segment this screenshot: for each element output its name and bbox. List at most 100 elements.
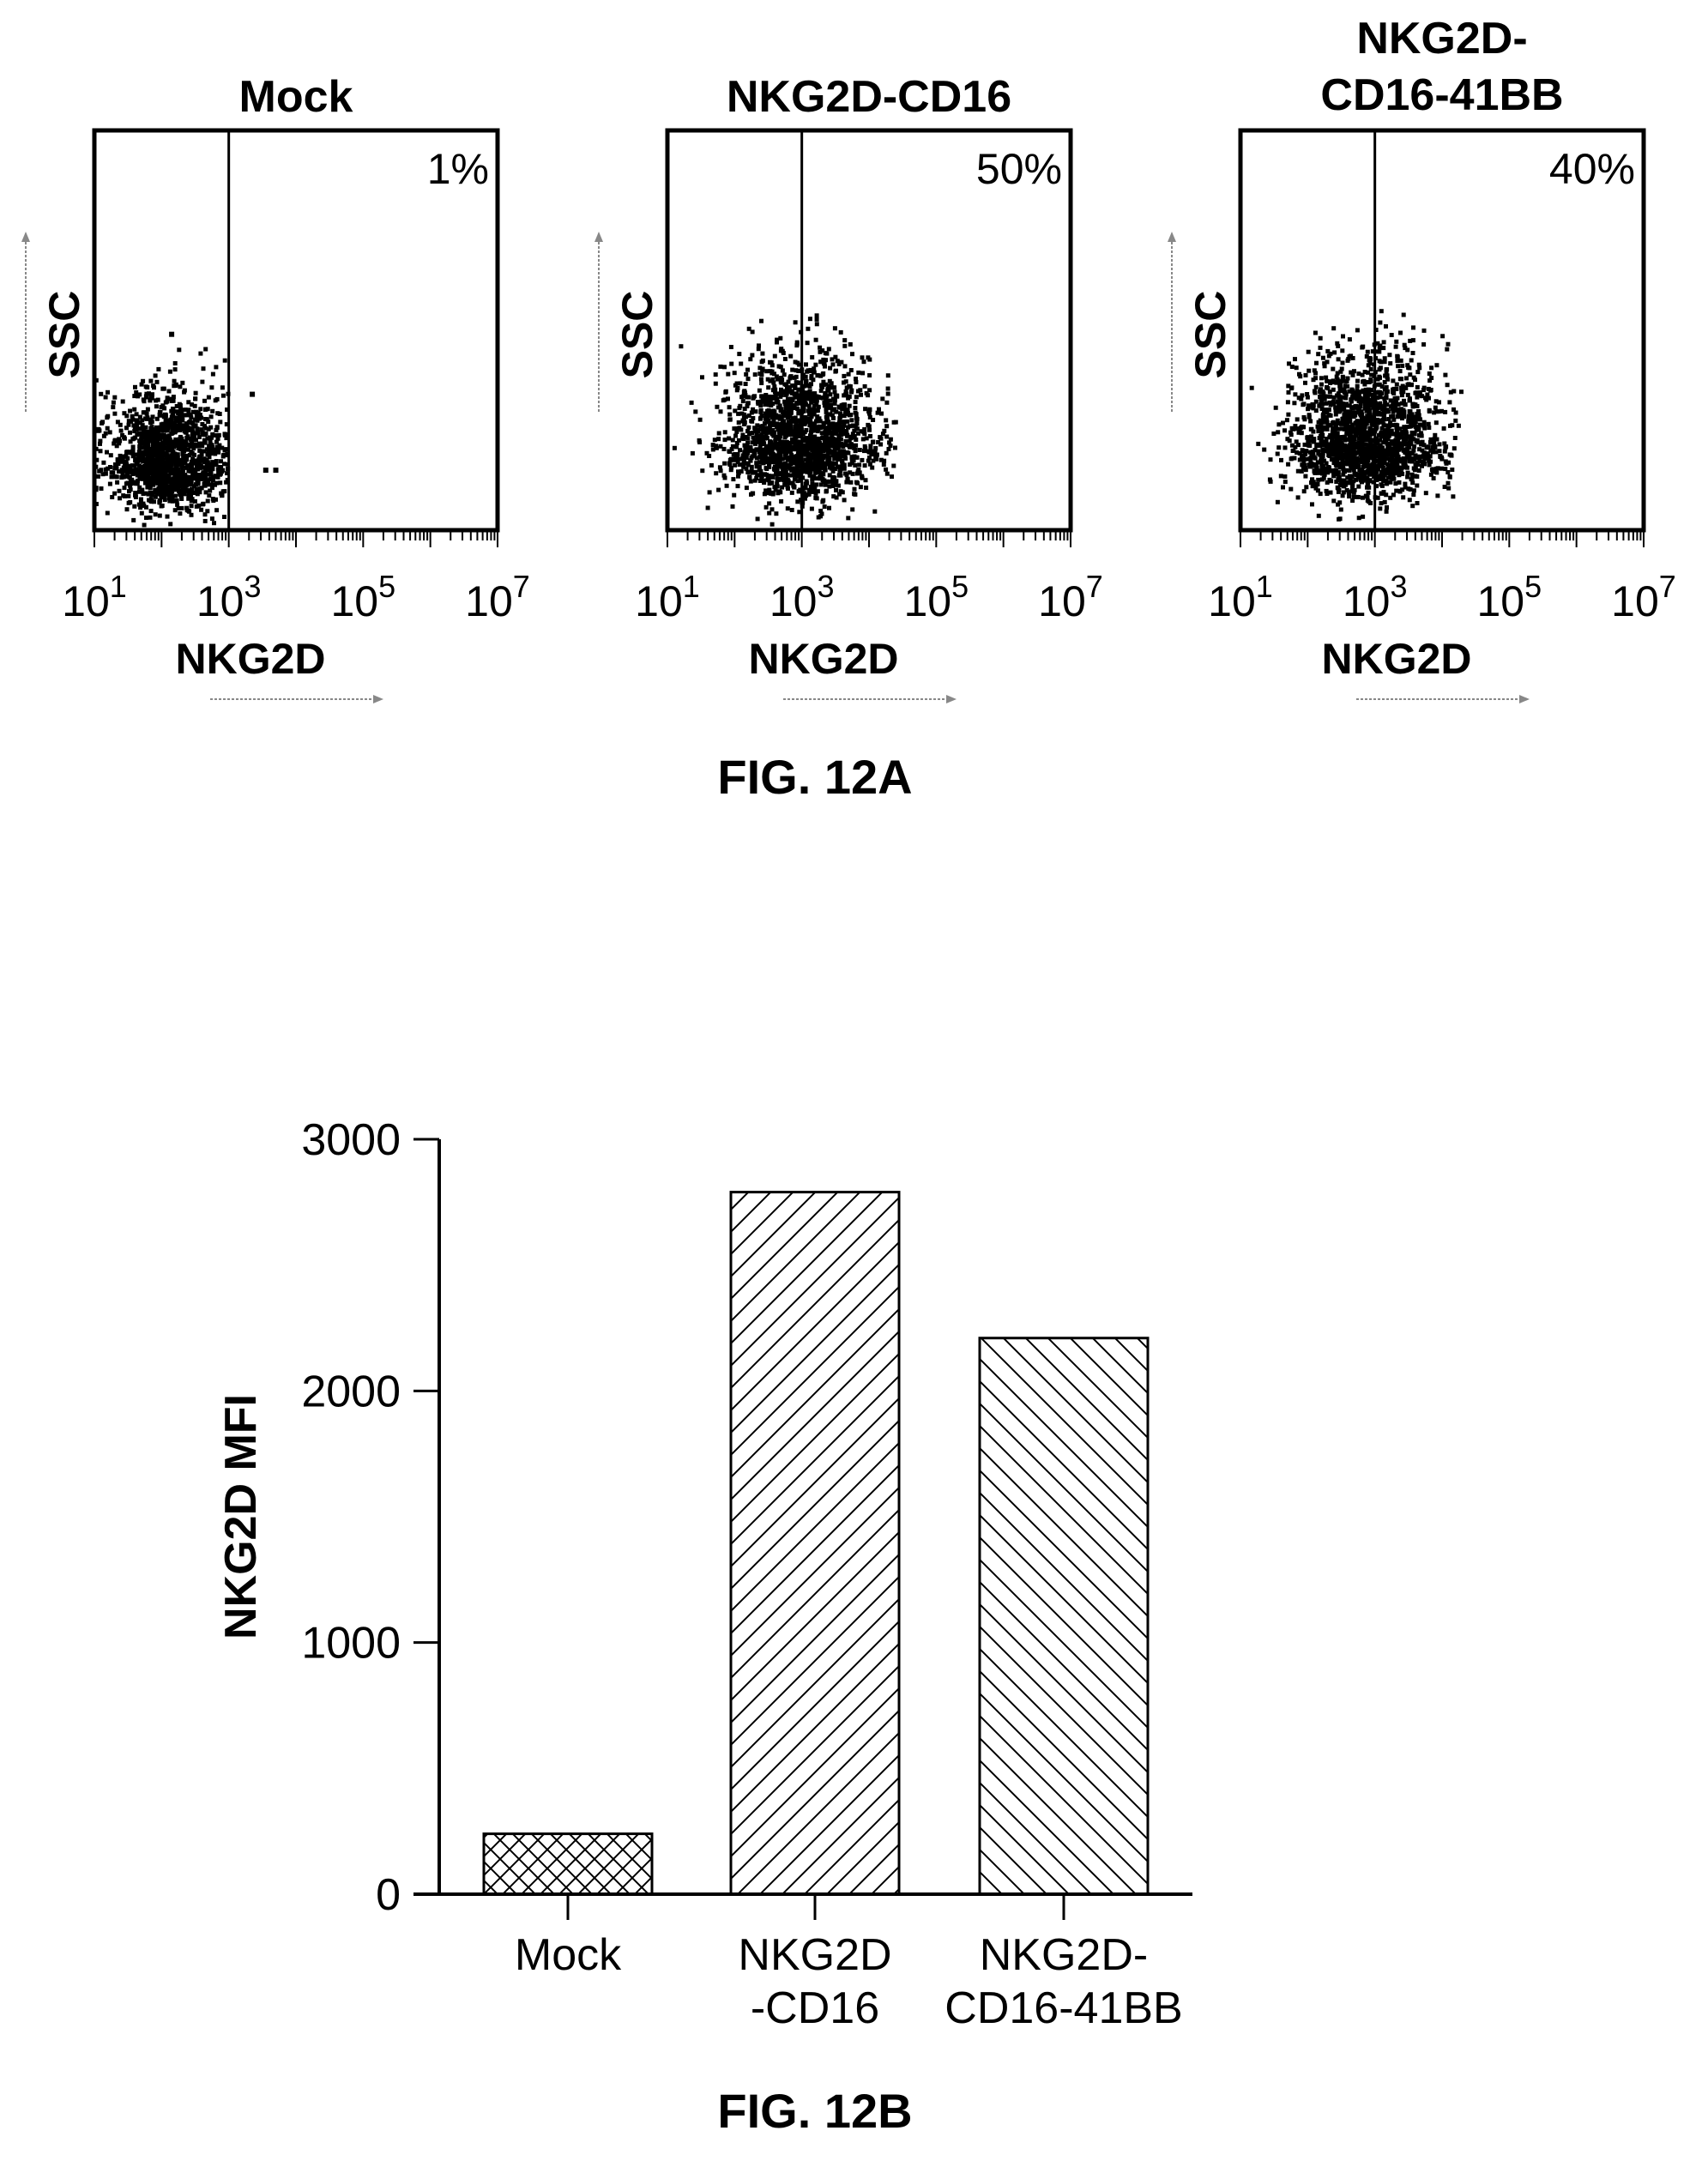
event-dot (873, 456, 878, 462)
event-dot (806, 445, 812, 450)
event-dot (189, 420, 194, 426)
event-dot (153, 494, 158, 499)
y-axis-label: SSC (613, 291, 661, 379)
event-dot (774, 400, 779, 405)
event-dot (818, 514, 823, 519)
event-dot (855, 469, 860, 474)
event-dot (1443, 409, 1448, 414)
event-dot (1395, 395, 1400, 401)
event-dot (204, 417, 209, 422)
event-dot (211, 478, 215, 483)
event-dot (1391, 378, 1396, 383)
event-dot (1408, 409, 1413, 414)
event-dot (188, 474, 192, 480)
event-dot (1356, 484, 1361, 489)
event-dot (161, 435, 166, 440)
event-dot (810, 455, 815, 460)
event-dot (721, 446, 727, 451)
event-dot (792, 402, 797, 407)
event-dot (1446, 460, 1451, 465)
event-dot (735, 484, 740, 489)
event-dot (818, 426, 823, 431)
event-dot (206, 395, 211, 400)
event-dot (1357, 389, 1362, 395)
event-dot (827, 479, 832, 484)
event-dot (200, 441, 204, 446)
event-dot (149, 451, 154, 456)
event-dot (175, 444, 180, 448)
event-dot (1340, 360, 1345, 365)
event-dot (1367, 358, 1372, 363)
event-dot (194, 438, 198, 443)
event-dot (779, 498, 784, 504)
event-dot (196, 430, 201, 435)
event-dot (854, 426, 859, 432)
event-dot (1399, 385, 1404, 390)
x-axis-label: NKG2D (175, 635, 325, 683)
event-dot (132, 394, 137, 399)
event-dot (157, 454, 162, 459)
event-dot (797, 449, 801, 454)
event-dot (1341, 464, 1346, 468)
event-dot (203, 347, 208, 352)
event-dot (755, 473, 760, 478)
event-dot (697, 438, 702, 443)
event-dot (1403, 459, 1408, 464)
event-dot (167, 369, 172, 374)
event-dot (872, 449, 878, 454)
event-dot (208, 438, 213, 444)
event-dot (1323, 394, 1327, 399)
event-dot (1400, 487, 1405, 492)
event-dot (713, 372, 718, 377)
event-dot (729, 447, 734, 452)
event-dot (173, 479, 178, 483)
event-dot (1346, 490, 1351, 495)
event-dot (1387, 431, 1392, 436)
event-dot (1382, 356, 1387, 361)
event-dot (1433, 445, 1438, 450)
event-dot (770, 507, 775, 512)
event-dot (1381, 490, 1386, 495)
event-dot (803, 493, 808, 498)
event-dot (880, 432, 885, 437)
event-dot (143, 440, 148, 445)
event-dot (167, 498, 172, 504)
event-dot (185, 447, 190, 452)
event-dot (779, 441, 784, 446)
event-dot (726, 396, 730, 401)
event-dot (760, 366, 765, 371)
event-dot (136, 473, 142, 478)
event-dot (809, 452, 814, 457)
event-dot (208, 468, 214, 473)
event-dot (1303, 474, 1308, 479)
event-dot (815, 489, 820, 494)
event-dot (1331, 420, 1336, 425)
event-dot (806, 436, 811, 441)
event-dot (1402, 438, 1407, 443)
event-dot (147, 468, 152, 474)
event-dot (103, 431, 108, 436)
plot-title: NKG2D-CD16-41BB (1320, 14, 1563, 120)
event-dot (173, 419, 178, 424)
event-dot (1322, 458, 1327, 463)
event-dot (1340, 348, 1345, 353)
event-dot (757, 388, 762, 393)
event-dot (1307, 456, 1312, 462)
event-dot (1319, 456, 1325, 460)
event-dot (721, 398, 726, 403)
event-dot (844, 473, 849, 478)
event-dot (722, 475, 727, 480)
event-dot (190, 471, 196, 476)
event-dot (181, 423, 185, 428)
event-dot (1324, 375, 1329, 380)
event-dot (779, 380, 784, 385)
event-dot (1413, 465, 1418, 470)
event-dot (1409, 414, 1415, 420)
event-dot (126, 493, 131, 498)
event-dot (749, 410, 754, 415)
event-dot (760, 442, 765, 446)
event-dot (1375, 395, 1380, 400)
event-dot (763, 393, 769, 397)
event-dot (728, 345, 733, 349)
event-dot (1331, 401, 1337, 407)
